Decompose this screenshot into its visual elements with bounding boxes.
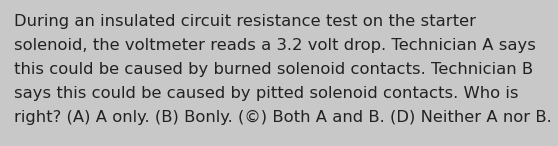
Text: this could be caused by burned solenoid contacts. Technician B: this could be caused by burned solenoid … bbox=[14, 62, 533, 77]
Text: right? (A) A only. (B) Bonly. (©) Both A and B. (D) Neither A nor B.: right? (A) A only. (B) Bonly. (©) Both A… bbox=[14, 110, 552, 125]
Text: solenoid, the voltmeter reads a 3.2 volt drop. Technician A says: solenoid, the voltmeter reads a 3.2 volt… bbox=[14, 38, 536, 53]
Text: says this could be caused by pitted solenoid contacts. Who is: says this could be caused by pitted sole… bbox=[14, 86, 518, 101]
Text: During an insulated circuit resistance test on the starter: During an insulated circuit resistance t… bbox=[14, 14, 476, 29]
